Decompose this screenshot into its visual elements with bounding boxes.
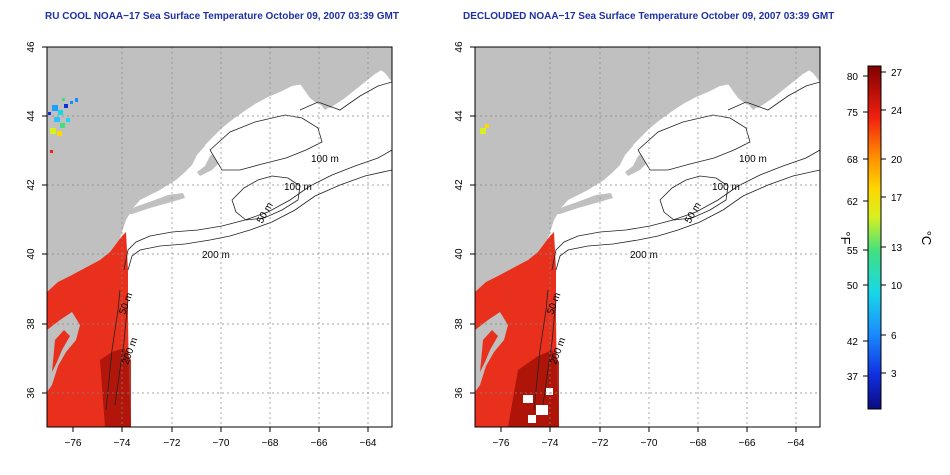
right-lat-tick-label: 44: [454, 110, 465, 122]
right-lon-tick-label: −72: [592, 438, 609, 449]
right-contour-50m: [659, 175, 729, 221]
right-sst-speckle: [480, 128, 486, 134]
left-contour-shelf-south-2: [114, 299, 129, 406]
left-land-long-island: [122, 193, 185, 215]
colorbar-celsius-tick: 13: [891, 243, 903, 254]
colorbar-celsius-tick: 27: [891, 68, 903, 79]
right-contour-gulf: [637, 114, 751, 171]
left-gulf-of-maine: [205, 108, 320, 172]
right-contour-shelf-south-2: [542, 299, 557, 406]
right-graticule: [475, 47, 820, 427]
right-lat-tick-label: 38: [454, 318, 465, 330]
left-lon-tick-label: −66: [311, 438, 328, 449]
right-land-long-island: [550, 193, 613, 215]
left-land-north: [47, 47, 392, 410]
left-contour-label-200m-a: 200 m: [202, 250, 230, 261]
left-map-frame: [46, 46, 393, 428]
right-contour-shelf-south: [533, 289, 549, 411]
left-lon-tick-label: −68: [262, 438, 279, 449]
right-gulf-of-maine: [633, 108, 748, 172]
right-lat-tick-label: 46: [454, 41, 465, 53]
left-map-panel: 100 m 100 m 50 m 200 m 50 m 200 m: [26, 41, 393, 449]
right-sst-speckle: [485, 124, 489, 128]
colorbar-celsius-tick: 17: [891, 193, 903, 204]
left-bay-shoreline: [52, 330, 70, 372]
colorbar-ticks: [863, 71, 886, 377]
left-contour-label-100m-a: 100 m: [311, 154, 339, 165]
colorbar-celsius-tick: 24: [891, 106, 903, 117]
right-land-north: [475, 47, 820, 410]
right-contour-label-100m-b: 100 m: [712, 182, 740, 193]
left-cloud-speckle: [48, 98, 78, 153]
left-contour-gulf: [209, 114, 323, 171]
right-lon-tick-label: −74: [542, 438, 559, 449]
colorbar-fahrenheit-tick: 42: [847, 337, 859, 348]
colorbar-fahrenheit-tick: 50: [847, 281, 859, 292]
left-axis-ticks: [42, 46, 369, 432]
left-lat-tick-label: 46: [26, 41, 37, 53]
right-lat-tick-label: 40: [454, 248, 465, 260]
left-panel-title: RU COOL NOAA−17 Sea Surface Temperature …: [45, 11, 399, 22]
right-contour-label-100m-a: 100 m: [739, 154, 767, 165]
right-contour-100m: [551, 149, 820, 271]
right-land-nova-scotia: [728, 47, 820, 108]
colorbar-scale: [867, 65, 882, 410]
left-lat-tick-label: 44: [26, 110, 37, 122]
colorbar: 80 75 68 62 55 50 42 37 27 24 20 17 13 1…: [838, 65, 934, 410]
left-lat-tick-label: 42: [26, 179, 37, 191]
left-lat-tick-label: 40: [26, 248, 37, 260]
right-bathymetry-contours: [533, 81, 820, 411]
left-lon-tick-label: −64: [360, 438, 377, 449]
colorbar-celsius-unit: °C: [919, 231, 934, 246]
left-contour-shelf-south: [105, 289, 121, 411]
right-map-frame: [474, 46, 821, 428]
right-masked-gaps: [523, 388, 553, 423]
right-contour-200m: [555, 169, 820, 271]
right-map-panel: 100 m 100 m 50 m 200 m 50 m 200 m: [454, 41, 821, 449]
left-lat-tick-label: 38: [26, 318, 37, 330]
left-contour-label-100m-b: 100 m: [284, 182, 312, 193]
colorbar-fahrenheit-tick: 80: [847, 72, 859, 83]
right-lon-tick-label: −64: [788, 438, 805, 449]
right-lon-tick-label: −70: [641, 438, 658, 449]
colorbar-celsius-tick: 20: [891, 155, 903, 166]
right-lat-tick-label: 36: [454, 387, 465, 399]
left-graticule: [47, 47, 392, 427]
left-lat-tick-label: 36: [26, 387, 37, 399]
left-sst-hot-patch: [100, 348, 131, 427]
left-contour-50m: [231, 175, 301, 221]
right-axis-ticks: [470, 46, 797, 432]
colorbar-celsius-tick: 10: [891, 281, 903, 292]
colorbar-fahrenheit-tick: 75: [847, 108, 859, 119]
right-lon-tick-label: −68: [690, 438, 707, 449]
left-lon-tick-label: −76: [65, 438, 82, 449]
colorbar-celsius-tick: 3: [891, 369, 897, 380]
right-bay-shoreline: [480, 330, 498, 372]
left-lon-tick-label: −72: [164, 438, 181, 449]
right-contour-scotian: [727, 81, 820, 111]
left-contour-200m: [127, 169, 392, 271]
right-lon-tick-label: −66: [739, 438, 756, 449]
left-contour-scotian: [299, 81, 392, 111]
right-panel-title: DECLOUDED NOAA−17 Sea Surface Temperatur…: [463, 11, 835, 22]
right-contour-label-200m-a: 200 m: [630, 250, 658, 261]
left-contour-100m: [123, 149, 392, 271]
right-lon-tick-label: −76: [493, 438, 510, 449]
right-lat-tick-label: 42: [454, 179, 465, 191]
colorbar-fahrenheit-tick: 55: [847, 246, 859, 257]
colorbar-celsius-tick: 6: [891, 331, 897, 342]
colorbar-fahrenheit-tick: 37: [847, 372, 859, 383]
left-land-delmarva: [47, 312, 80, 392]
left-lon-tick-label: −74: [114, 438, 131, 449]
colorbar-fahrenheit-tick: 68: [847, 155, 859, 166]
right-land-delmarva: [475, 312, 508, 392]
left-land-nova-scotia: [300, 47, 392, 108]
left-bathymetry-contours: [105, 81, 392, 411]
colorbar-fahrenheit-tick: 62: [847, 197, 859, 208]
left-lon-tick-label: −70: [213, 438, 230, 449]
colorbar-fahrenheit-unit: °F: [838, 231, 853, 244]
